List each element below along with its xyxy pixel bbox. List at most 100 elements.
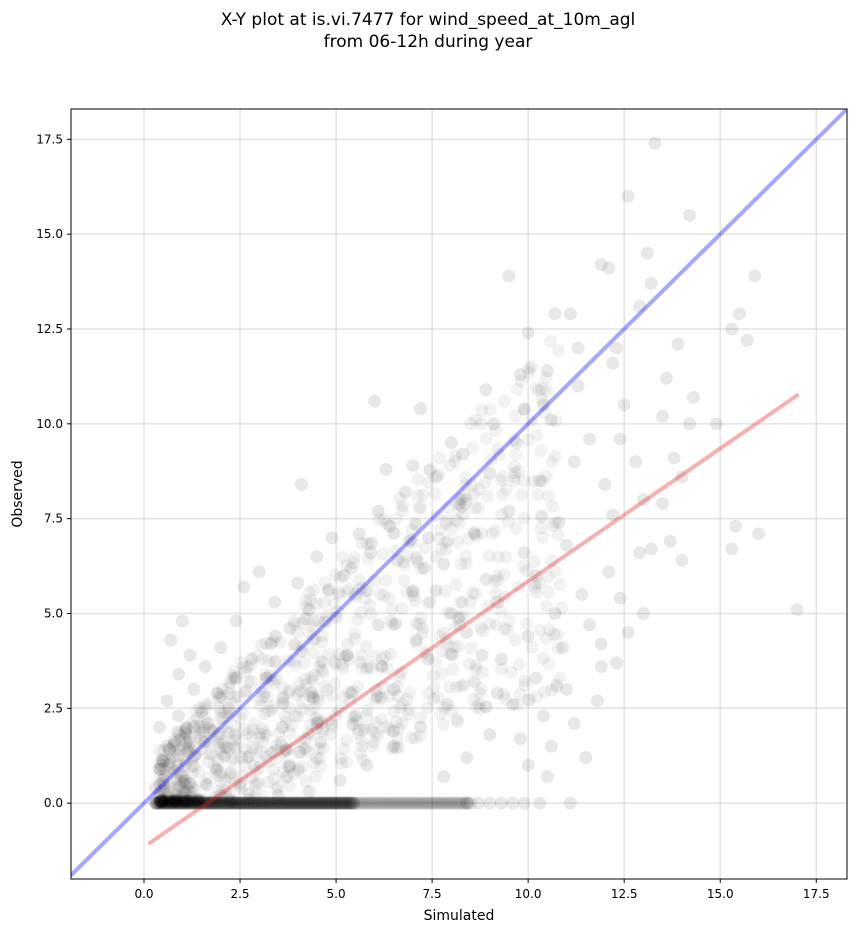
- data-point: [438, 796, 452, 810]
- data-point: [296, 639, 310, 653]
- data-point: [193, 723, 207, 737]
- data-point: [295, 616, 309, 630]
- data-point: [383, 519, 397, 533]
- data-point: [265, 704, 279, 718]
- data-point: [406, 796, 420, 810]
- data-point: [502, 269, 516, 283]
- data-point: [291, 625, 305, 639]
- data-point: [340, 649, 354, 663]
- data-point: [173, 728, 187, 742]
- data-point: [436, 796, 450, 810]
- data-point: [671, 337, 685, 351]
- data-point: [539, 469, 553, 483]
- data-point: [345, 718, 359, 732]
- data-point: [458, 471, 472, 485]
- data-point: [452, 796, 466, 810]
- data-point: [494, 652, 508, 666]
- data-point: [271, 780, 285, 794]
- data-point: [325, 531, 339, 545]
- data-point: [539, 632, 553, 646]
- data-point: [305, 796, 319, 810]
- data-point: [278, 708, 292, 722]
- data-point: [387, 704, 401, 718]
- data-point: [490, 442, 504, 456]
- data-point: [328, 657, 342, 671]
- data-point: [375, 652, 389, 666]
- data-point: [494, 507, 508, 521]
- data-point: [227, 776, 241, 790]
- data-point: [159, 794, 173, 808]
- data-point: [177, 794, 191, 808]
- data-point: [462, 657, 476, 671]
- data-point: [222, 788, 236, 802]
- data-point: [351, 727, 365, 741]
- data-point: [483, 728, 497, 742]
- data-point: [571, 379, 585, 393]
- data-point: [529, 671, 543, 685]
- data-point: [487, 417, 501, 431]
- data-point: [166, 796, 180, 810]
- data-point: [178, 796, 192, 810]
- data-point: [262, 654, 276, 668]
- data-point: [295, 703, 309, 717]
- data-point: [266, 699, 280, 713]
- data-point: [317, 796, 331, 810]
- data-point: [272, 726, 286, 740]
- data-point: [212, 741, 226, 755]
- data-point: [220, 740, 234, 754]
- data-point: [424, 796, 438, 810]
- data-point: [518, 674, 532, 688]
- data-point: [536, 530, 550, 544]
- data-point: [388, 526, 402, 540]
- data-point: [528, 580, 542, 594]
- data-point: [563, 307, 577, 321]
- data-point: [312, 742, 326, 756]
- data-point: [387, 739, 401, 753]
- data-point: [453, 618, 467, 632]
- data-point: [553, 578, 567, 592]
- data-point: [459, 557, 473, 571]
- data-point: [309, 770, 323, 784]
- data-point: [422, 476, 436, 490]
- data-point: [367, 394, 381, 408]
- data-point: [287, 637, 301, 651]
- data-point: [188, 720, 202, 734]
- data-point: [452, 492, 466, 506]
- data-point: [190, 794, 204, 808]
- data-point: [270, 743, 284, 757]
- data-point: [347, 556, 361, 570]
- data-point: [397, 555, 411, 569]
- data-point: [172, 796, 186, 810]
- data-point: [181, 794, 195, 808]
- data-point: [162, 743, 176, 757]
- data-point: [489, 586, 503, 600]
- data-point: [275, 796, 289, 810]
- data-point: [183, 794, 197, 808]
- data-point: [535, 511, 549, 525]
- data-point: [433, 629, 447, 643]
- data-point: [359, 796, 373, 810]
- x-tick-label: 0.0: [134, 887, 153, 901]
- data-point: [409, 516, 423, 530]
- data-point: [169, 789, 183, 803]
- data-point: [267, 796, 281, 810]
- data-point: [162, 752, 176, 766]
- data-point: [274, 736, 288, 750]
- data-point: [400, 692, 414, 706]
- data-point: [316, 742, 330, 756]
- data-point: [153, 790, 167, 804]
- data-point: [479, 383, 493, 397]
- data-point: [314, 735, 328, 749]
- data-point: [377, 513, 391, 527]
- data-point: [170, 794, 184, 808]
- data-point: [659, 371, 673, 385]
- data-point: [287, 617, 301, 631]
- data-point: [177, 794, 191, 808]
- data-point: [307, 668, 321, 682]
- data-point: [518, 403, 532, 417]
- data-point: [175, 614, 189, 628]
- data-point: [451, 535, 465, 549]
- data-point: [392, 491, 406, 505]
- data-point: [598, 478, 612, 492]
- data-point: [237, 580, 251, 594]
